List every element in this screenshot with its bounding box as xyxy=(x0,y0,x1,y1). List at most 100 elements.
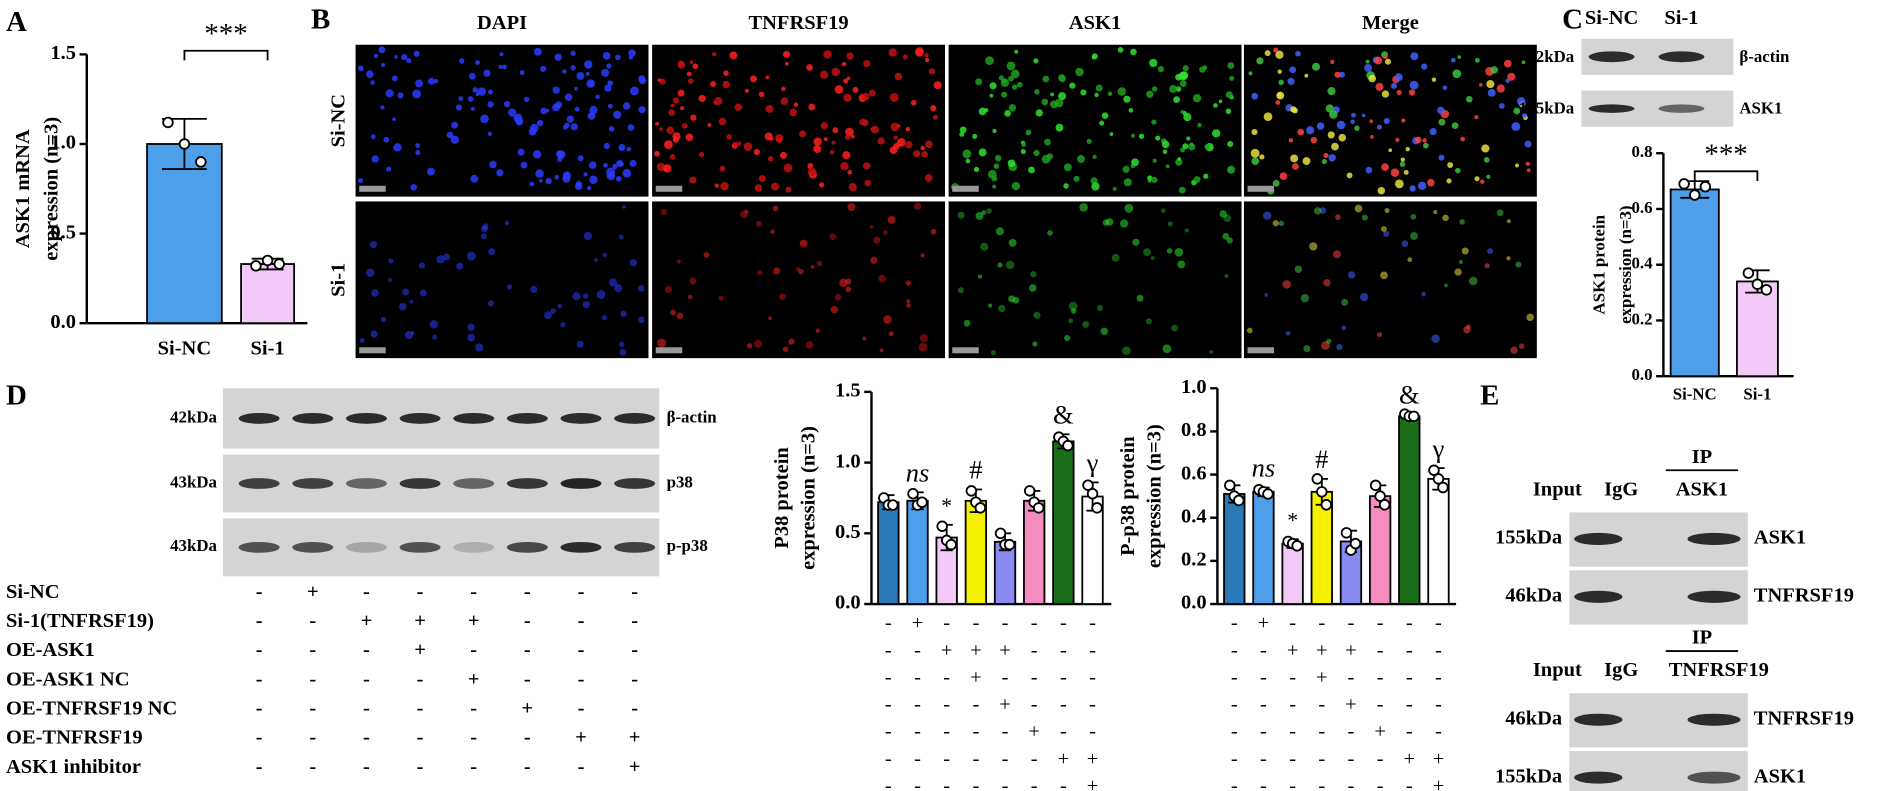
cell xyxy=(978,148,987,157)
cell xyxy=(1041,154,1051,164)
cell xyxy=(915,48,924,57)
cell xyxy=(1112,186,1117,191)
cell xyxy=(1001,91,1008,98)
cell xyxy=(503,101,511,108)
treatment-sign: - xyxy=(1289,666,1296,688)
treatment-sign: - xyxy=(972,694,979,716)
cell xyxy=(586,185,592,191)
cell xyxy=(577,155,584,162)
blot-strip xyxy=(1569,751,1748,791)
bar xyxy=(1252,490,1275,605)
cell xyxy=(1173,96,1180,104)
cell xyxy=(664,140,673,149)
micrograph xyxy=(1243,201,1537,359)
treatment-sign: - xyxy=(256,610,263,632)
cell xyxy=(980,242,989,251)
cell xyxy=(823,137,828,142)
cell xyxy=(659,78,666,85)
cell xyxy=(1092,154,1097,159)
cell xyxy=(834,294,842,301)
cell xyxy=(862,92,870,101)
treatment-sign: - xyxy=(1348,775,1355,791)
cell xyxy=(1011,181,1021,191)
cell xyxy=(1331,142,1339,151)
cell xyxy=(1454,268,1462,276)
panel-label: E xyxy=(1480,380,1499,412)
cell xyxy=(1450,57,1456,63)
treatment-sign: - xyxy=(885,694,892,716)
x-tick-label: Si-1 xyxy=(251,337,285,359)
data-point xyxy=(965,485,978,497)
data-point xyxy=(1374,490,1386,502)
y-tick-label: 0.6 xyxy=(1631,198,1652,217)
treatment-sign: + xyxy=(575,727,587,749)
treatment-sign: - xyxy=(631,581,638,603)
cell xyxy=(878,274,886,283)
cell xyxy=(540,65,547,72)
cell xyxy=(540,107,547,115)
cell xyxy=(1012,296,1020,304)
treatment-sign: - xyxy=(885,775,892,791)
lane-label: IgG xyxy=(1604,659,1638,681)
cell xyxy=(1295,50,1301,57)
y-tick-label: 0.5 xyxy=(50,221,76,243)
cell xyxy=(1422,138,1427,143)
treatment-sign: - xyxy=(631,610,638,632)
cell xyxy=(406,58,412,64)
cell xyxy=(1278,79,1284,86)
cell xyxy=(1330,59,1335,65)
cell xyxy=(1248,71,1253,76)
cell xyxy=(629,159,637,168)
cell xyxy=(594,258,599,262)
cell xyxy=(554,174,559,180)
cell xyxy=(1326,338,1332,344)
cell xyxy=(654,150,660,157)
cell xyxy=(729,51,738,60)
cell xyxy=(1011,84,1018,90)
cell xyxy=(1192,93,1202,103)
cell xyxy=(707,122,712,128)
cell xyxy=(780,97,789,106)
cell xyxy=(1225,91,1233,99)
cell xyxy=(659,127,663,132)
cell xyxy=(596,290,606,299)
cell xyxy=(1365,59,1370,64)
treatment-sign: - xyxy=(1060,666,1067,688)
cell xyxy=(1029,284,1037,292)
cell xyxy=(1390,168,1400,177)
cell xyxy=(965,158,971,164)
cell xyxy=(656,162,666,172)
kda-label: 46kDa xyxy=(1505,584,1562,606)
cell xyxy=(1033,311,1041,319)
scale-bar xyxy=(655,347,683,354)
cell xyxy=(1075,67,1084,77)
cell xyxy=(603,162,608,168)
cell xyxy=(933,81,942,90)
cell xyxy=(582,293,589,299)
cell xyxy=(467,333,476,342)
cell xyxy=(475,92,480,97)
cell xyxy=(1102,219,1110,226)
cell xyxy=(451,121,459,129)
cell xyxy=(992,184,997,189)
treatment-sign: - xyxy=(1289,775,1296,791)
row-label: Si-NC xyxy=(328,94,350,148)
treatment-sign: - xyxy=(256,639,263,661)
cell xyxy=(455,104,463,111)
cell xyxy=(975,78,983,86)
treatment-sign: + xyxy=(414,639,426,661)
cell xyxy=(1384,208,1390,214)
cell xyxy=(749,75,757,83)
treatment-sign: + xyxy=(629,756,641,778)
cell xyxy=(1275,100,1281,105)
cell xyxy=(1515,163,1519,168)
cell xyxy=(1468,276,1478,286)
cell xyxy=(770,229,775,234)
cell xyxy=(1328,154,1336,162)
cell xyxy=(620,310,627,317)
cell xyxy=(859,118,867,126)
cell xyxy=(805,341,814,349)
cell xyxy=(1054,98,1064,108)
cell xyxy=(663,164,672,173)
cell xyxy=(1014,49,1019,54)
